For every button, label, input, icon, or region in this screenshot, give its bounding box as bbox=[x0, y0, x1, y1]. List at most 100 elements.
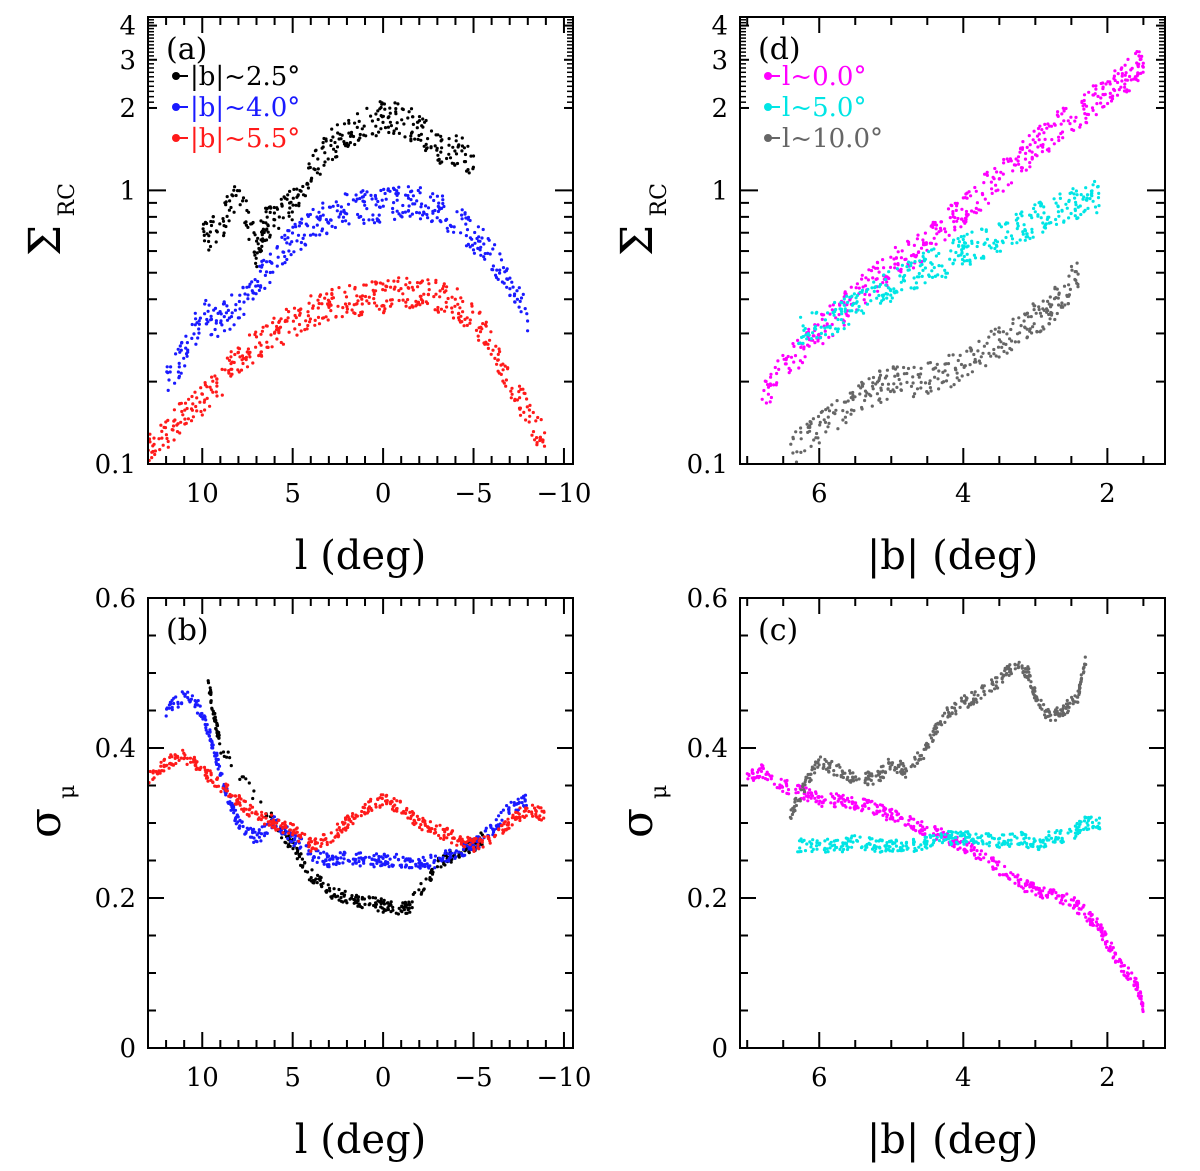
data-point bbox=[313, 878, 317, 883]
data-point bbox=[290, 840, 294, 844]
data-point bbox=[820, 795, 824, 799]
data-point bbox=[1038, 124, 1042, 128]
data-point bbox=[982, 344, 987, 348]
data-point bbox=[209, 317, 214, 321]
data-point bbox=[1043, 223, 1048, 227]
data-point bbox=[1076, 272, 1080, 276]
data-point bbox=[989, 180, 994, 184]
data-point bbox=[924, 835, 929, 839]
data-point bbox=[185, 762, 189, 767]
data-point bbox=[232, 323, 236, 327]
data-point bbox=[1011, 872, 1015, 877]
data-point bbox=[330, 127, 334, 131]
y-axis-ticks: 00.20.40.6 bbox=[95, 584, 573, 1064]
data-point bbox=[868, 800, 873, 804]
data-point bbox=[310, 868, 314, 872]
data-point bbox=[1054, 217, 1058, 222]
data-point bbox=[272, 211, 276, 215]
data-point bbox=[809, 444, 813, 448]
data-point bbox=[376, 899, 380, 903]
data-point bbox=[805, 422, 809, 426]
data-point bbox=[842, 303, 846, 307]
data-point bbox=[1085, 193, 1090, 197]
data-point bbox=[400, 215, 404, 219]
data-point bbox=[1046, 122, 1050, 126]
data-point bbox=[328, 889, 332, 893]
data-point bbox=[381, 114, 385, 118]
data-point bbox=[464, 222, 468, 226]
data-point bbox=[480, 838, 484, 843]
data-point bbox=[518, 407, 522, 411]
data-point bbox=[167, 703, 171, 707]
data-point bbox=[313, 323, 317, 327]
data-point bbox=[911, 381, 915, 385]
data-point bbox=[469, 154, 473, 158]
data-point bbox=[464, 840, 468, 845]
data-point bbox=[807, 327, 811, 331]
data-point bbox=[495, 268, 499, 272]
data-point bbox=[860, 407, 864, 411]
data-point bbox=[418, 859, 422, 863]
data-point bbox=[1112, 76, 1116, 81]
data-point bbox=[350, 814, 354, 818]
data-point bbox=[418, 863, 422, 867]
data-point bbox=[391, 186, 396, 190]
data-point bbox=[1036, 845, 1040, 849]
data-point bbox=[935, 835, 939, 839]
data-point bbox=[510, 823, 514, 827]
data-point bbox=[263, 286, 267, 290]
data-point bbox=[237, 189, 242, 193]
data-point bbox=[864, 845, 868, 849]
data-point bbox=[371, 218, 375, 222]
data-point bbox=[1006, 838, 1011, 843]
data-point bbox=[209, 388, 213, 392]
data-point bbox=[846, 796, 850, 800]
data-point bbox=[414, 864, 418, 868]
data-point bbox=[784, 358, 788, 362]
data-point bbox=[1113, 88, 1117, 93]
data-point bbox=[509, 396, 513, 400]
data-point bbox=[1094, 920, 1098, 924]
data-point bbox=[394, 911, 398, 915]
data-point bbox=[331, 296, 335, 300]
data-point bbox=[1088, 923, 1092, 927]
data-point bbox=[486, 346, 490, 350]
data-point bbox=[1061, 902, 1065, 906]
data-point bbox=[264, 221, 268, 225]
data-point bbox=[1095, 917, 1099, 921]
data-point bbox=[407, 110, 411, 114]
data-point bbox=[796, 784, 800, 788]
data-point bbox=[973, 185, 977, 190]
data-point bbox=[979, 208, 983, 212]
data-point bbox=[326, 883, 330, 887]
data-point bbox=[272, 205, 276, 210]
data-point bbox=[329, 138, 333, 143]
data-point bbox=[425, 301, 430, 306]
data-point bbox=[1075, 281, 1079, 285]
data-point bbox=[893, 841, 897, 845]
data-point bbox=[463, 317, 467, 321]
data-point bbox=[953, 225, 957, 229]
data-point bbox=[389, 900, 393, 904]
data-point bbox=[519, 310, 523, 314]
data-point bbox=[1049, 836, 1054, 840]
data-point bbox=[426, 829, 430, 833]
data-point bbox=[863, 848, 867, 852]
data-point bbox=[437, 833, 441, 838]
data-point bbox=[775, 371, 779, 376]
data-point bbox=[947, 833, 951, 837]
data-point bbox=[451, 316, 456, 320]
data-point bbox=[941, 370, 945, 374]
data-point bbox=[227, 358, 232, 362]
data-point bbox=[406, 298, 410, 302]
data-point bbox=[408, 214, 412, 218]
data-point bbox=[921, 251, 926, 255]
data-point bbox=[225, 214, 229, 218]
data-point bbox=[996, 345, 1001, 349]
data-point bbox=[768, 382, 773, 386]
data-point bbox=[362, 283, 366, 287]
data-point bbox=[1130, 971, 1134, 975]
data-point bbox=[888, 817, 892, 821]
data-point bbox=[382, 909, 386, 913]
data-point bbox=[505, 823, 509, 827]
